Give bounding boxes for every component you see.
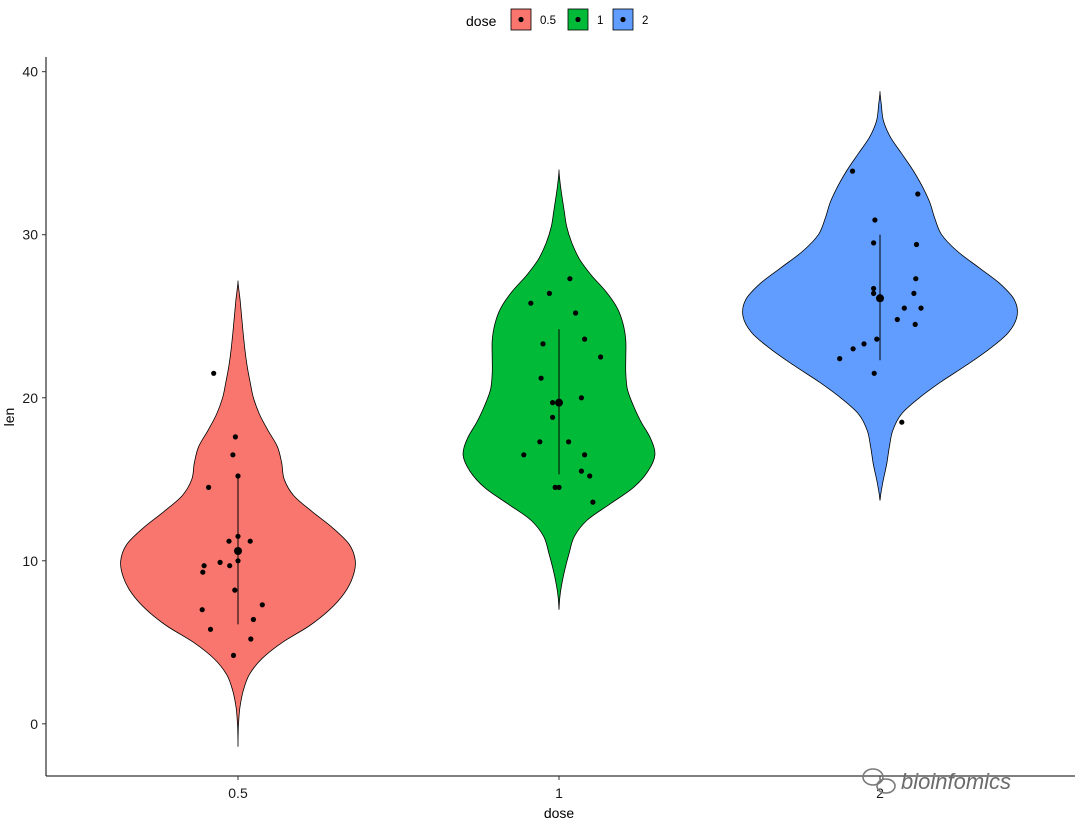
x-tick-label: 1: [555, 785, 563, 801]
data-point: [871, 240, 877, 246]
y-tick-label: 40: [22, 64, 38, 80]
points-layer: [199, 168, 924, 659]
data-point: [913, 241, 920, 248]
data-point: [247, 538, 253, 544]
data-point: [582, 452, 588, 458]
legend-title: dose: [466, 13, 497, 29]
legend-label: 0.5: [540, 15, 556, 27]
data-point: [913, 276, 919, 282]
data-point: [556, 400, 562, 406]
data-point: [250, 616, 256, 623]
wechat-icon: [862, 768, 896, 794]
data-point: [872, 217, 878, 223]
data-point: [546, 290, 553, 296]
data-point: [837, 356, 843, 362]
data-point: [918, 305, 924, 311]
data-point: [232, 434, 238, 440]
data-point: [578, 395, 585, 401]
y-ticks: 0 10 20 30 40: [22, 64, 46, 732]
data-point: [894, 316, 900, 323]
axes: [45, 57, 1075, 777]
data-point: [556, 484, 562, 490]
data-point: [248, 636, 254, 642]
data-point: [201, 563, 207, 569]
watermark-text: bioinfomics: [901, 769, 1011, 794]
data-point: [871, 290, 877, 296]
data-point: [911, 290, 917, 296]
data-point: [598, 354, 604, 360]
x-tick-label: 0.5: [228, 785, 248, 801]
data-point: [578, 468, 585, 474]
data-point: [567, 276, 573, 282]
data-point: [230, 652, 237, 659]
y-axis-title: len: [1, 408, 17, 427]
data-point: [552, 484, 558, 490]
y-tick-label: 0: [30, 716, 38, 732]
legend-label: 1: [597, 15, 603, 27]
data-point: [235, 558, 241, 564]
data-point: [230, 452, 236, 458]
data-point: [849, 168, 856, 174]
data-point: [199, 607, 205, 613]
data-point: [550, 400, 556, 406]
legend-label: 2: [642, 15, 648, 27]
data-point: [232, 587, 238, 593]
data-point: [207, 626, 214, 632]
data-point: [915, 191, 921, 197]
data-point: [235, 533, 241, 539]
legend-key-dot: [575, 16, 581, 23]
y-tick-label: 20: [22, 390, 38, 406]
data-point: [211, 370, 217, 376]
watermark: bioinfomics: [862, 768, 1011, 794]
data-point: [528, 300, 534, 306]
x-axis-title: dose: [544, 805, 575, 821]
data-point: [899, 419, 905, 425]
data-point: [550, 414, 556, 420]
legend-key-dot: [620, 16, 626, 23]
violins-layer: [120, 91, 1018, 747]
data-point: [590, 499, 596, 505]
x-ticks: 0.5 1 2: [228, 776, 884, 801]
data-point: [587, 473, 593, 479]
data-point: [217, 559, 223, 566]
data-point: [912, 321, 918, 327]
data-point: [227, 563, 233, 569]
x-tick-label: 2: [876, 785, 884, 801]
data-point: [877, 294, 883, 300]
legend: dose 0.5 1 2: [466, 8, 648, 31]
data-point: [850, 346, 856, 352]
y-tick-label: 10: [22, 553, 38, 569]
data-point: [573, 310, 579, 316]
data-point: [226, 538, 232, 544]
data-point: [206, 484, 212, 490]
data-point: [235, 473, 241, 479]
data-point: [200, 569, 206, 575]
data-point: [871, 370, 877, 376]
legend-key-dot: [518, 16, 524, 23]
data-point: [540, 341, 546, 347]
data-point: [537, 439, 543, 445]
y-tick-label: 30: [22, 227, 38, 243]
data-point: [538, 375, 544, 381]
data-point: [259, 602, 265, 608]
data-point: [582, 336, 588, 342]
data-point: [871, 285, 877, 292]
data-point: [566, 439, 572, 445]
data-point: [235, 548, 241, 554]
data-point: [874, 336, 880, 342]
data-point: [861, 341, 867, 347]
data-point: [901, 305, 907, 311]
data-point: [521, 452, 527, 458]
